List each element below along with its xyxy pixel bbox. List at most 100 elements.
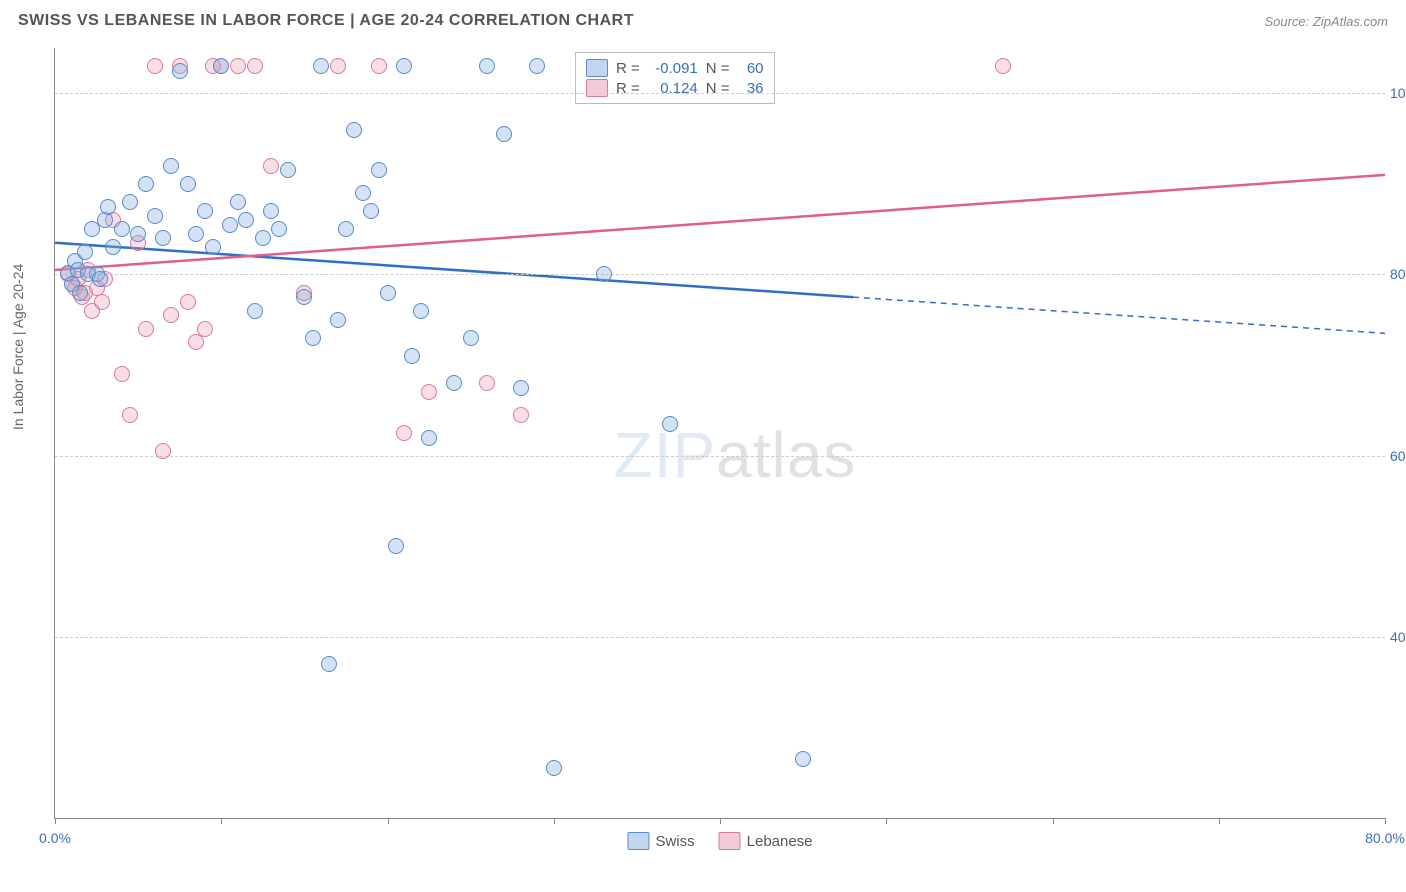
lebanese-marker — [421, 384, 437, 400]
watermark: ZIPatlas — [614, 418, 857, 492]
x-tick — [1219, 818, 1220, 824]
y-tick-label: 60.0% — [1390, 448, 1406, 464]
lebanese-marker — [155, 443, 171, 459]
swiss-marker — [172, 63, 188, 79]
swiss-marker — [321, 656, 337, 672]
corr-row-lebanese: R = 0.124 N = 36 — [586, 79, 764, 97]
x-tick — [720, 818, 721, 824]
swiss-marker — [205, 239, 221, 255]
lebanese-marker — [371, 58, 387, 74]
swiss-marker — [363, 203, 379, 219]
lebanese-marker — [230, 58, 246, 74]
lebanese-marker — [163, 307, 179, 323]
x-tick — [388, 818, 389, 824]
lebanese-marker — [122, 407, 138, 423]
swiss-marker — [546, 760, 562, 776]
lebanese-marker — [247, 58, 263, 74]
y-tick-label: 80.0% — [1390, 266, 1406, 282]
lebanese-marker — [188, 334, 204, 350]
swiss-marker — [413, 303, 429, 319]
x-tick — [1385, 818, 1386, 824]
swiss-marker — [446, 375, 462, 391]
gridline — [55, 456, 1385, 457]
x-tick — [221, 818, 222, 824]
title-bar: SWISS VS LEBANESE IN LABOR FORCE | AGE 2… — [18, 12, 1388, 30]
swiss-marker — [163, 158, 179, 174]
swiss-marker — [77, 244, 93, 260]
chart-title: SWISS VS LEBANESE IN LABOR FORCE | AGE 2… — [18, 12, 634, 30]
x-tick — [554, 818, 555, 824]
swiss-marker — [330, 312, 346, 328]
bottom-legend: Swiss Lebanese — [627, 832, 812, 850]
swiss-marker — [255, 230, 271, 246]
swiss-marker — [247, 303, 263, 319]
swiss-marker — [479, 58, 495, 74]
y-tick-label: 100.0% — [1390, 85, 1406, 101]
y-axis-label: In Labor Force | Age 20-24 — [10, 264, 26, 430]
swiss-marker — [380, 285, 396, 301]
swiss-marker — [213, 58, 229, 74]
swiss-marker — [155, 230, 171, 246]
x-tick — [55, 818, 56, 824]
swiss-marker — [138, 176, 154, 192]
gridline — [55, 637, 1385, 638]
lebanese-marker — [197, 321, 213, 337]
swiss-marker — [122, 194, 138, 210]
source-label: Source: ZipAtlas.com — [1264, 14, 1388, 29]
plot-area: ZIPatlas R = -0.091 N = 60 R = 0.124 N =… — [54, 48, 1385, 819]
correlation-box: R = -0.091 N = 60 R = 0.124 N = 36 — [575, 52, 775, 104]
swiss-marker — [230, 194, 246, 210]
swiss-marker — [371, 162, 387, 178]
swiss-marker — [238, 212, 254, 228]
swiss-marker — [271, 221, 287, 237]
x-tick-label: 0.0% — [39, 830, 71, 846]
swiss-marker — [188, 226, 204, 242]
swiss-marker — [338, 221, 354, 237]
lebanese-marker — [330, 58, 346, 74]
swiss-marker — [513, 380, 529, 396]
swiss-marker — [355, 185, 371, 201]
gridline — [55, 274, 1385, 275]
swiss-swatch-icon — [586, 59, 608, 77]
swiss-marker — [529, 58, 545, 74]
swiss-marker — [280, 162, 296, 178]
regression-lines — [55, 48, 1385, 818]
swiss-marker — [100, 199, 116, 215]
corr-row-swiss: R = -0.091 N = 60 — [586, 59, 764, 77]
swiss-marker — [105, 239, 121, 255]
swiss-marker — [463, 330, 479, 346]
swiss-marker — [795, 751, 811, 767]
legend-lebanese: Lebanese — [719, 832, 813, 850]
swiss-marker — [72, 285, 88, 301]
lebanese-marker — [138, 321, 154, 337]
swiss-marker — [496, 126, 512, 142]
y-tick-label: 40.0% — [1390, 629, 1406, 645]
x-tick — [1053, 818, 1054, 824]
swiss-marker — [662, 416, 678, 432]
swiss-marker — [404, 348, 420, 364]
swiss-marker — [313, 58, 329, 74]
swiss-marker — [596, 266, 612, 282]
swiss-marker — [396, 58, 412, 74]
lebanese-marker — [263, 158, 279, 174]
x-tick-label: 80.0% — [1365, 830, 1405, 846]
swiss-marker — [296, 289, 312, 305]
swiss-marker — [305, 330, 321, 346]
swiss-marker — [114, 221, 130, 237]
swiss-marker — [97, 212, 113, 228]
swiss-marker — [346, 122, 362, 138]
lebanese-marker — [513, 407, 529, 423]
lebanese-marker — [995, 58, 1011, 74]
swiss-marker — [388, 538, 404, 554]
swiss-marker — [147, 208, 163, 224]
gridline — [55, 93, 1385, 94]
swiss-marker — [130, 226, 146, 242]
lebanese-marker — [94, 294, 110, 310]
swiss-marker — [421, 430, 437, 446]
x-tick — [886, 818, 887, 824]
swiss-swatch-icon — [627, 832, 649, 850]
lebanese-swatch-icon — [586, 79, 608, 97]
swiss-marker — [180, 176, 196, 192]
lebanese-marker — [479, 375, 495, 391]
lebanese-swatch-icon — [719, 832, 741, 850]
